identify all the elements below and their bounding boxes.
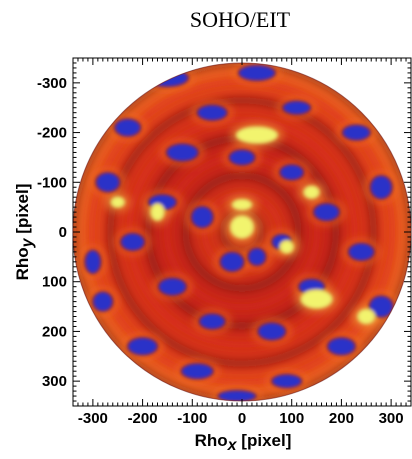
dark-feature	[217, 389, 257, 402]
dark-feature	[228, 148, 256, 166]
dark-feature	[113, 118, 142, 138]
y-axis-label-unit: [pixel]	[13, 184, 32, 239]
axis-ticks	[72, 57, 412, 407]
feature-halo	[340, 364, 411, 399]
bright-feature	[303, 185, 321, 200]
dark-feature	[346, 368, 406, 394]
dark-feature	[190, 205, 215, 229]
disk-texture	[73, 62, 411, 402]
dark-feature	[237, 64, 277, 82]
bright-feature	[229, 215, 255, 239]
y-axis-label-main: Rho	[13, 247, 32, 280]
dark-feature	[196, 104, 229, 122]
dark-feature	[198, 313, 227, 330]
x-tick-labels: -300 -200 -100 0 100 200 300	[78, 410, 404, 427]
disk-ring	[182, 172, 302, 292]
dark-feature	[341, 124, 372, 142]
x-tick-label: 100	[279, 410, 304, 427]
y-tick-label: 100	[42, 274, 67, 291]
bright-feature	[235, 126, 279, 145]
x-tick-label: 0	[238, 410, 246, 427]
dark-feature	[119, 232, 146, 252]
dark-feature	[126, 336, 159, 356]
bright-feature	[231, 198, 253, 211]
y-tick-label: 0	[59, 224, 67, 241]
bright-feature	[150, 203, 165, 222]
x-axis-label-sub: x	[227, 437, 238, 454]
dark-feature	[83, 249, 102, 275]
dark-feature	[256, 321, 287, 341]
dark-feature	[91, 291, 114, 313]
y-tick-label: -100	[37, 174, 67, 191]
dark-feature	[165, 143, 200, 162]
y-tick-label: -200	[37, 125, 67, 142]
dark-feature	[368, 295, 395, 319]
x-tick-label: -300	[78, 410, 108, 427]
x-axis-label: Rhox [pixel]	[195, 431, 292, 454]
x-axis-label-unit: [pixel]	[237, 431, 292, 450]
dark-feature	[281, 100, 312, 116]
bright-feature	[110, 196, 126, 209]
dark-feature	[219, 251, 245, 273]
chart-title: SOHO/EIT	[190, 7, 291, 32]
dark-feature	[246, 247, 267, 267]
solar-disk	[72, 62, 412, 402]
dark-feature	[270, 373, 303, 389]
x-tick-label: -100	[177, 410, 207, 427]
y-tick-labels: -300 -200 -100 0 100 200 300	[37, 75, 67, 390]
dark-feature	[278, 163, 305, 181]
x-tick-label: 300	[379, 410, 404, 427]
dark-feature	[312, 202, 341, 222]
dark-feature	[145, 68, 190, 88]
dark-feature	[94, 171, 121, 193]
y-tick-label: -300	[37, 75, 67, 92]
x-tick-label: -200	[128, 410, 158, 427]
x-axis-label-main: Rho	[195, 431, 228, 450]
bright-feature	[356, 308, 376, 325]
y-tick-label: 200	[42, 323, 67, 340]
disk-ring	[107, 97, 377, 367]
x-tick-label: 200	[329, 410, 354, 427]
dark-feature	[347, 242, 376, 262]
dark-feature	[157, 277, 188, 297]
bright-feature	[279, 239, 295, 254]
y-tick-label: 300	[42, 373, 67, 390]
bright-feature	[300, 289, 333, 310]
y-axis-label: Rhoy [pixel]	[13, 184, 36, 281]
dark-feature	[326, 336, 357, 356]
dark-feature	[180, 362, 215, 380]
y-axis-label-sub: y	[19, 237, 36, 248]
dark-feature	[369, 174, 394, 200]
